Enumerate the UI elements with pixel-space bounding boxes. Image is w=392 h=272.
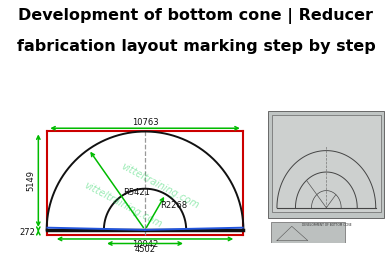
Text: R5421: R5421 xyxy=(123,188,150,197)
Text: 4502: 4502 xyxy=(134,245,156,254)
Bar xyxy=(271,222,345,243)
Bar xyxy=(268,111,385,218)
Text: DEVELOPMENT OF BOTTOM CONE: DEVELOPMENT OF BOTTOM CONE xyxy=(301,223,351,227)
Text: Development of bottom cone | Reducer: Development of bottom cone | Reducer xyxy=(18,8,374,24)
Text: 272: 272 xyxy=(20,228,36,237)
Text: 10042: 10042 xyxy=(132,240,158,249)
Text: R2268: R2268 xyxy=(160,201,187,210)
Text: vitteltraining.com: vitteltraining.com xyxy=(83,180,164,230)
Bar xyxy=(272,115,381,212)
Text: 10763: 10763 xyxy=(132,118,158,127)
Text: vitteltraining.com: vitteltraining.com xyxy=(119,161,200,211)
Text: 5149: 5149 xyxy=(27,170,36,191)
Text: fabrication layout marking step by step: fabrication layout marking step by step xyxy=(16,39,376,54)
